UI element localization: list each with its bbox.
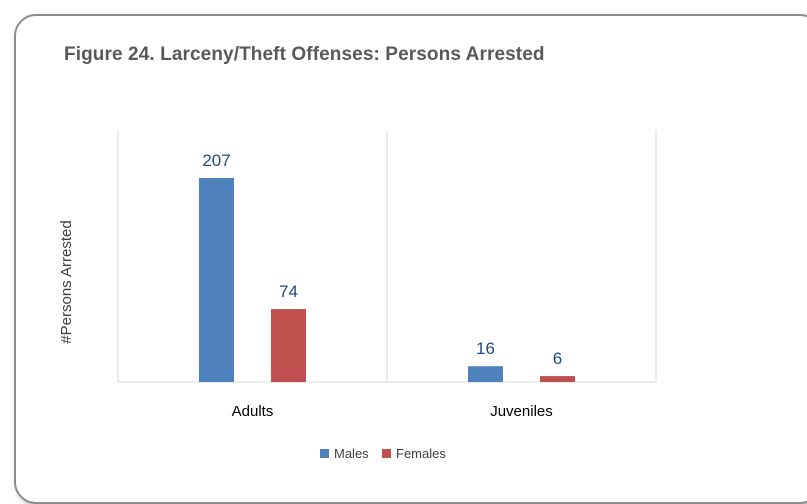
legend-label-males: Males	[334, 446, 369, 461]
x-tick-label-adults: Adults	[232, 403, 274, 420]
legend-label-females: Females	[396, 446, 446, 461]
data-label-males-juveniles: 16	[476, 339, 495, 358]
chart-frame	[14, 14, 807, 504]
y-axis-label: #Persons Arrested	[58, 220, 75, 343]
bar-females-juveniles	[540, 376, 575, 382]
data-label-females-juveniles: 6	[553, 349, 562, 368]
bar-females-adults	[271, 309, 306, 382]
bar-males-adults	[199, 178, 234, 382]
data-label-males-adults: 207	[202, 151, 230, 170]
bar-males-juveniles	[468, 366, 503, 382]
plot-area: 207 74 Adults 16 6 Juveniles	[117, 130, 657, 420]
legend: Males Females	[320, 446, 446, 461]
legend-swatch-males	[320, 449, 329, 458]
data-label-females-adults: 74	[279, 282, 298, 301]
chart-title: Figure 24. Larceny/Theft Offenses: Perso…	[64, 44, 545, 65]
legend-swatch-females	[382, 449, 391, 458]
bar-chart: #Persons Arrested 207 74 Adults 16 6 Juvenile…	[58, 130, 657, 461]
x-tick-label-juveniles: Juveniles	[490, 403, 553, 420]
